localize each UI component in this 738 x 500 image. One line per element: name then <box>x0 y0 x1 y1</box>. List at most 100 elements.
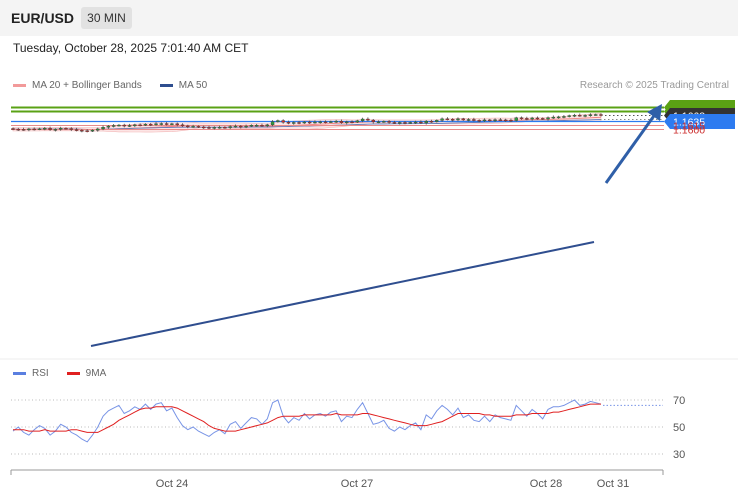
candle-body-down <box>223 127 227 129</box>
candle <box>212 126 216 130</box>
candle <box>466 118 471 122</box>
candle <box>429 119 434 123</box>
ma50-legend-label: MA 50 <box>178 80 208 91</box>
candle-body-up <box>376 121 381 124</box>
candle-body-up <box>424 120 428 124</box>
candle <box>80 129 84 133</box>
timeframe-button[interactable]: 30 MIN <box>81 7 132 29</box>
candle-body-down <box>445 118 450 121</box>
ma20-legend-label: MA 20 + Bollinger Bands <box>32 80 142 91</box>
candle-body-up <box>382 121 386 123</box>
candle <box>440 117 444 122</box>
candle-body-up <box>594 114 598 116</box>
candle-body-up <box>514 117 518 121</box>
candle <box>32 127 36 131</box>
candle <box>149 122 153 127</box>
candle <box>450 118 455 122</box>
candle <box>217 125 222 129</box>
candle <box>477 119 481 123</box>
candle-body-up <box>106 125 111 128</box>
candle-body-up <box>96 128 100 131</box>
candle <box>498 118 503 122</box>
candle <box>318 120 322 124</box>
candle-body-up <box>546 117 550 120</box>
candle-body-down <box>196 126 201 128</box>
candle <box>64 127 68 130</box>
candle <box>562 114 566 119</box>
candle-body-up <box>493 119 497 121</box>
candle <box>456 117 460 122</box>
candle <box>133 123 137 128</box>
candle-body-up <box>530 117 534 120</box>
candle <box>302 121 307 124</box>
candle <box>143 123 148 127</box>
candle-body-up <box>249 125 254 127</box>
candle <box>265 123 269 128</box>
candle-body-down <box>366 118 370 121</box>
candle <box>175 122 179 127</box>
candle-body-down <box>450 119 455 121</box>
trend-line <box>90 241 595 347</box>
candle-body-up <box>244 125 248 128</box>
price-label-support: 1.1600 <box>673 125 705 137</box>
ma9-legend-label: 9MA <box>85 368 107 379</box>
candle <box>233 124 238 128</box>
candle <box>43 126 47 131</box>
candle <box>74 127 79 132</box>
candle-body-down <box>180 124 185 127</box>
candle-body-down <box>541 118 545 120</box>
candle <box>514 116 518 122</box>
candle-body-up <box>154 123 158 125</box>
candle-body-up <box>27 128 31 131</box>
candle-body-up <box>265 124 269 127</box>
candle <box>408 121 412 124</box>
candle-body-up <box>572 114 577 117</box>
candle-body-down <box>371 119 375 123</box>
candle <box>424 120 428 125</box>
candle-body-down <box>350 121 354 124</box>
candle-body-up <box>90 130 95 132</box>
candle <box>270 120 275 127</box>
candle-body-down <box>419 121 423 124</box>
candle <box>223 126 227 129</box>
candle <box>509 118 513 122</box>
candle <box>244 124 248 129</box>
price-label-text: 1.1635 <box>673 117 705 129</box>
candle <box>239 124 243 129</box>
candle-body-down <box>461 118 465 121</box>
candle-body-down <box>519 117 524 119</box>
candle-body-up <box>302 121 307 124</box>
candle-body-up <box>313 121 317 124</box>
candle <box>525 116 529 121</box>
candle <box>117 124 121 127</box>
candle <box>164 122 169 126</box>
header-bar: EUR/USD 30 MIN <box>0 0 738 36</box>
candle <box>503 118 508 122</box>
candle-body-down <box>149 123 153 126</box>
candle-body-up <box>133 124 137 127</box>
candle <box>127 123 132 128</box>
candle-body-up <box>551 116 556 119</box>
candle-body-down <box>69 128 73 130</box>
rsi-tick-label: 30 <box>673 449 685 461</box>
candle-body-up <box>292 122 296 124</box>
candle-body-down <box>498 119 503 121</box>
ma9-swatch <box>66 372 80 375</box>
candle <box>435 119 439 123</box>
candle-body-down <box>525 118 529 120</box>
candle-body-up <box>440 118 444 121</box>
price-label-support: 1.1615 <box>673 121 705 133</box>
candle-body-down <box>138 124 142 127</box>
candle <box>472 117 476 122</box>
candle-body-down <box>16 128 20 131</box>
candle-body-up <box>413 121 418 124</box>
candle <box>48 126 52 131</box>
candle-body-down <box>599 114 603 116</box>
candle <box>493 118 497 123</box>
candle <box>276 119 280 123</box>
price-label-text: 1.1600 <box>673 125 705 137</box>
candle <box>53 128 58 132</box>
candle <box>85 129 89 133</box>
candle <box>588 113 593 117</box>
